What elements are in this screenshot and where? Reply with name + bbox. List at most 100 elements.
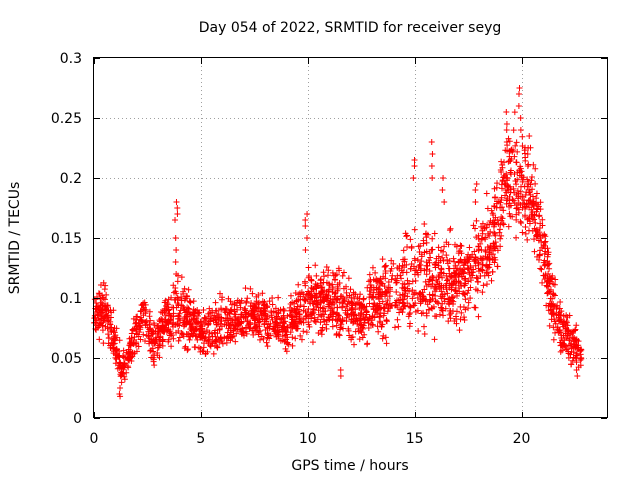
data-point bbox=[430, 303, 437, 310]
y-axis-label: SRMTID / TECUs bbox=[7, 182, 23, 295]
data-point bbox=[515, 195, 522, 202]
data-point bbox=[283, 329, 290, 336]
x-tick-label: 20 bbox=[513, 431, 531, 447]
data-point bbox=[446, 311, 453, 318]
data-point bbox=[345, 327, 352, 334]
data-point bbox=[393, 289, 400, 296]
data-point bbox=[439, 274, 446, 281]
data-point bbox=[334, 287, 341, 294]
data-point bbox=[335, 311, 342, 318]
data-point bbox=[213, 336, 220, 343]
data-point bbox=[494, 263, 501, 270]
data-point bbox=[151, 362, 158, 369]
data-point bbox=[266, 323, 273, 330]
data-point bbox=[186, 336, 193, 343]
data-point bbox=[403, 269, 410, 276]
data-point bbox=[451, 265, 458, 272]
data-point bbox=[264, 343, 271, 350]
data-point bbox=[411, 271, 418, 278]
data-point bbox=[509, 148, 516, 155]
data-point bbox=[143, 332, 150, 339]
data-point bbox=[227, 331, 234, 338]
data-point bbox=[561, 337, 568, 344]
data-point bbox=[513, 205, 520, 212]
data-point bbox=[120, 363, 127, 370]
data-point bbox=[112, 354, 119, 361]
data-point bbox=[491, 229, 498, 236]
data-point bbox=[444, 277, 451, 284]
data-point bbox=[448, 284, 455, 291]
data-point bbox=[139, 318, 146, 325]
data-point bbox=[191, 310, 198, 317]
data-point bbox=[466, 254, 473, 261]
data-point bbox=[107, 342, 114, 349]
data-point bbox=[356, 336, 363, 343]
data-point bbox=[516, 169, 523, 176]
data-point bbox=[472, 304, 479, 311]
data-point bbox=[507, 169, 514, 176]
data-point bbox=[250, 331, 257, 338]
data-point bbox=[306, 299, 313, 306]
data-point bbox=[417, 261, 424, 268]
data-point bbox=[252, 324, 259, 331]
data-point bbox=[556, 305, 563, 312]
data-point bbox=[407, 303, 414, 310]
data-point bbox=[221, 334, 228, 341]
data-point bbox=[411, 302, 418, 309]
data-point bbox=[416, 290, 423, 297]
data-point bbox=[213, 343, 220, 350]
data-point bbox=[132, 320, 139, 327]
data-point bbox=[382, 262, 389, 269]
x-tick-label: 5 bbox=[196, 431, 205, 447]
data-point bbox=[560, 323, 567, 330]
data-point bbox=[323, 325, 330, 332]
data-point bbox=[546, 300, 553, 307]
data-point bbox=[123, 369, 130, 376]
data-point bbox=[540, 259, 547, 266]
data-point bbox=[407, 265, 414, 272]
data-point bbox=[321, 287, 328, 294]
data-point bbox=[373, 286, 380, 293]
data-point bbox=[435, 300, 442, 307]
data-point bbox=[275, 333, 282, 340]
data-point bbox=[393, 277, 400, 284]
data-point bbox=[404, 277, 411, 284]
data-point bbox=[176, 315, 183, 322]
data-point bbox=[269, 294, 276, 301]
data-point bbox=[467, 277, 474, 284]
data-point bbox=[483, 281, 490, 288]
data-point bbox=[514, 176, 521, 183]
data-point bbox=[316, 290, 323, 297]
data-point bbox=[327, 312, 334, 319]
data-point bbox=[566, 336, 573, 343]
data-point bbox=[178, 293, 185, 300]
data-point bbox=[473, 274, 480, 281]
data-point bbox=[391, 324, 398, 331]
data-point bbox=[470, 269, 477, 276]
data-point bbox=[165, 318, 172, 325]
data-point bbox=[313, 272, 320, 279]
data-point bbox=[151, 339, 158, 346]
data-point bbox=[185, 331, 192, 338]
data-point bbox=[447, 225, 454, 232]
data-point bbox=[295, 281, 302, 288]
data-point bbox=[408, 245, 415, 252]
data-point bbox=[406, 311, 413, 318]
data-point bbox=[431, 313, 438, 320]
data-point bbox=[351, 295, 358, 302]
x-tick-label: 15 bbox=[406, 431, 424, 447]
data-point bbox=[302, 297, 309, 304]
data-point bbox=[482, 247, 489, 254]
data-point bbox=[502, 147, 509, 154]
data-point bbox=[100, 340, 107, 347]
data-point bbox=[133, 319, 140, 326]
data-point bbox=[423, 234, 430, 241]
data-point bbox=[216, 325, 223, 332]
data-point bbox=[506, 210, 513, 217]
data-point bbox=[355, 325, 362, 332]
data-point bbox=[252, 301, 259, 308]
data-point bbox=[147, 317, 154, 324]
data-point bbox=[147, 347, 154, 354]
data-point bbox=[180, 305, 187, 312]
data-point bbox=[421, 220, 428, 227]
